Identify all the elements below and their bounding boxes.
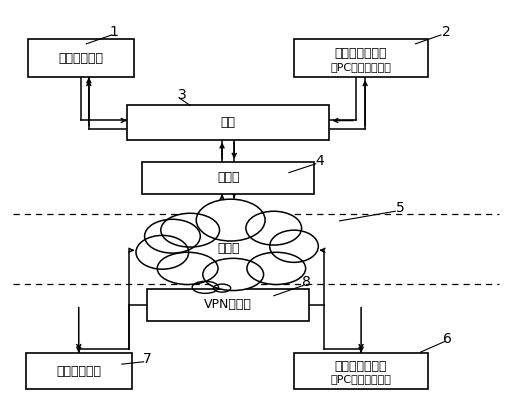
FancyBboxPatch shape — [294, 39, 428, 77]
Text: 3: 3 — [178, 88, 187, 102]
Ellipse shape — [161, 213, 220, 247]
Text: 8: 8 — [302, 275, 311, 290]
FancyBboxPatch shape — [147, 288, 309, 321]
Ellipse shape — [144, 219, 200, 253]
Ellipse shape — [247, 252, 306, 284]
FancyBboxPatch shape — [294, 353, 428, 389]
Ellipse shape — [270, 230, 318, 262]
Ellipse shape — [157, 252, 218, 284]
Ellipse shape — [196, 199, 265, 241]
Text: 6: 6 — [443, 332, 452, 346]
Text: 2: 2 — [441, 25, 450, 39]
Text: 网关: 网关 — [221, 116, 236, 129]
Text: 防火墙: 防火墙 — [217, 171, 240, 184]
Text: 互联网控制终端: 互联网控制终端 — [335, 360, 388, 373]
FancyBboxPatch shape — [142, 162, 314, 194]
Ellipse shape — [136, 235, 188, 269]
Text: 数据服务中心: 数据服务中心 — [56, 364, 101, 377]
Text: 5: 5 — [396, 201, 404, 215]
Text: 局域网控制终端: 局域网控制终端 — [335, 47, 388, 60]
Text: VPN服务器: VPN服务器 — [204, 298, 252, 311]
Text: 7: 7 — [143, 352, 152, 366]
FancyBboxPatch shape — [28, 39, 135, 77]
Ellipse shape — [246, 211, 302, 245]
FancyBboxPatch shape — [127, 105, 329, 140]
Text: 物料分选设备: 物料分选设备 — [59, 52, 104, 64]
FancyBboxPatch shape — [26, 353, 132, 389]
Text: 4: 4 — [315, 153, 324, 168]
Text: （PC和移动终端）: （PC和移动终端） — [331, 375, 392, 384]
Ellipse shape — [203, 258, 264, 290]
Text: 互联网: 互联网 — [217, 242, 240, 255]
Text: 1: 1 — [110, 25, 119, 39]
Text: （PC和移动终端）: （PC和移动终端） — [331, 62, 392, 72]
